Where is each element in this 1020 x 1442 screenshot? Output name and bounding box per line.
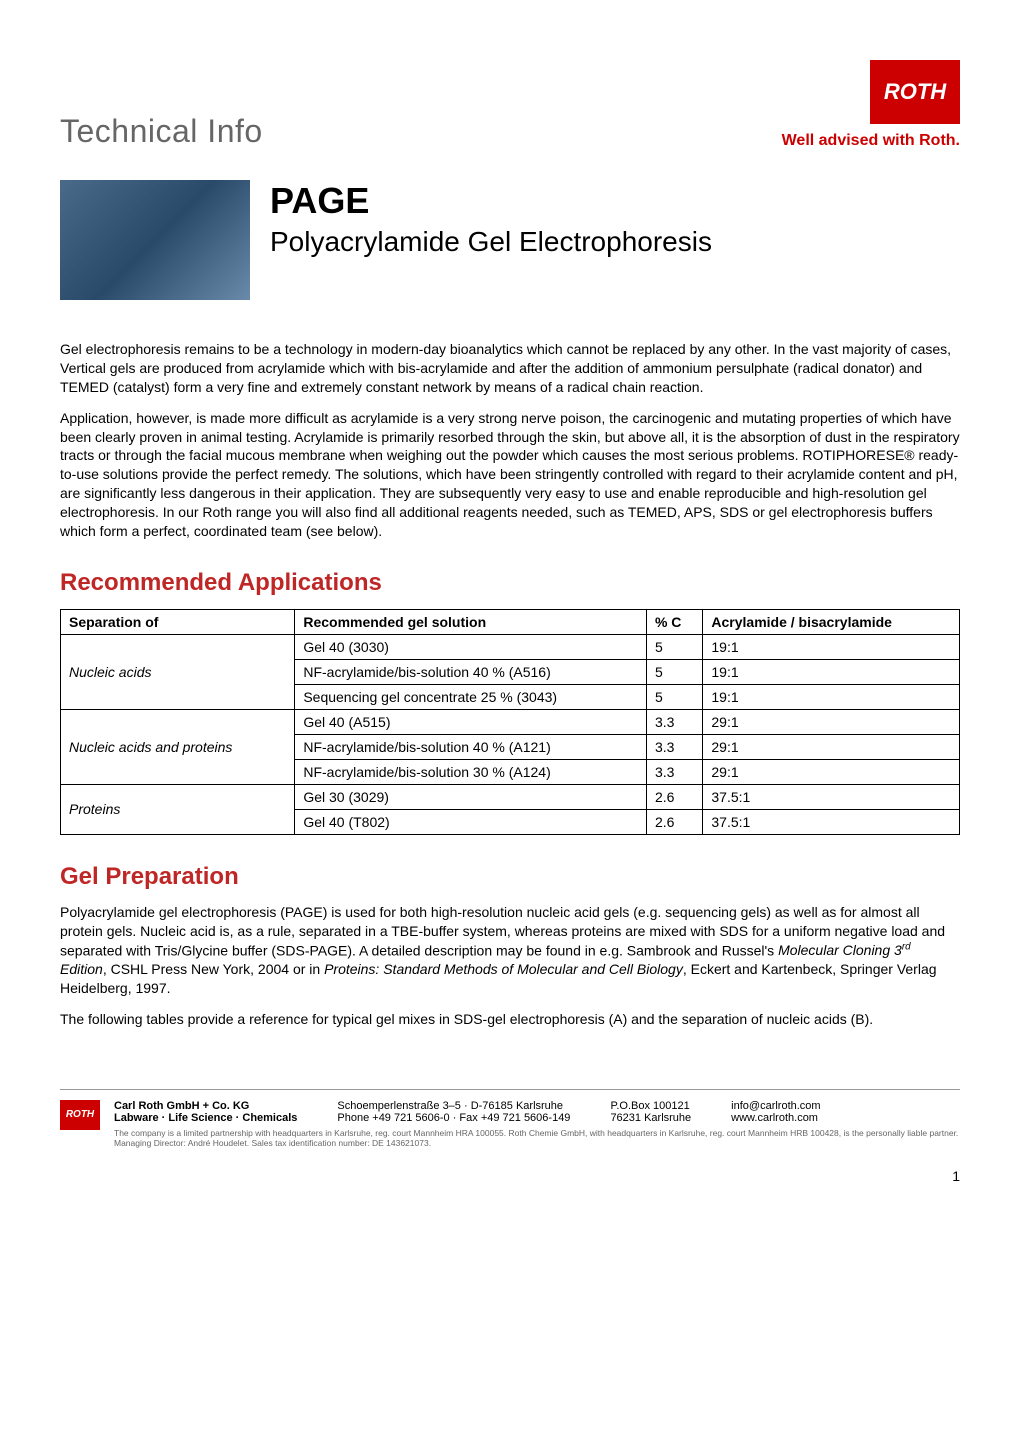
cell-pc: 2.6 [646,809,702,834]
cell-sol: NF-acrylamide/bis-solution 40 % (A516) [295,659,647,684]
footer-pobox: P.O.Box 100121 76231 Karlsruhe [610,1100,691,1124]
header: Technical Info ROTH Well advised with Ro… [60,60,960,150]
footer-address: Schoemperlenstraße 3–5 · D-76185 Karlsru… [337,1100,570,1124]
technical-info-label: Technical Info [60,113,263,150]
footer-company: Carl Roth GmbH + Co. KG Labware · Life S… [114,1100,297,1124]
footer-dept: Labware · Life Science · Chemicals [114,1112,297,1124]
logo-text: ROTH [884,79,946,105]
cell-pc: 3.3 [646,709,702,734]
footer-pobox-line: P.O.Box 100121 [610,1100,691,1112]
footer-phone: Phone +49 721 5606-0 · Fax +49 721 5606-… [337,1112,570,1124]
cell-sol: NF-acrylamide/bis-solution 30 % (A124) [295,759,647,784]
title-row: PAGE Polyacrylamide Gel Electrophoresis [60,180,960,300]
cell-pc: 2.6 [646,784,702,809]
cell-pc: 3.3 [646,734,702,759]
title-abbrev: PAGE [270,180,712,222]
footer-logo: ROTH [60,1100,100,1130]
footer: ROTH Carl Roth GmbH + Co. KG Labware · L… [60,1089,960,1148]
roth-logo: ROTH [870,60,960,124]
gelprep-p1-mid: , CSHL Press New York, 2004 or in [103,961,324,977]
row-group-label: Proteins [61,784,295,834]
recommended-table: Separation of Recommended gel solution %… [60,609,960,835]
cell-pc: 5 [646,684,702,709]
intro-p1: Gel electrophoresis remains to be a tech… [60,340,960,397]
table-row: Nucleic acidsGel 40 (3030)519:1 [61,634,960,659]
cell-ratio: 19:1 [703,659,960,684]
cell-sol: Gel 40 (T802) [295,809,647,834]
th-separation: Separation of [61,609,295,634]
cell-ratio: 29:1 [703,759,960,784]
cell-pc: 5 [646,634,702,659]
gelprep-p1-em2: Proteins: Standard Methods of Molecular … [324,961,683,977]
row-group-label: Nucleic acids and proteins [61,709,295,784]
tagline: Well advised with Roth. [782,132,960,150]
page-number: 1 [0,1168,1020,1204]
title-full: Polyacrylamide Gel Electrophoresis [270,226,712,258]
footer-columns: Carl Roth GmbH + Co. KG Labware · Life S… [114,1100,960,1124]
th-ratio: Acrylamide / bisacrylamide [703,609,960,634]
table-row: ProteinsGel 30 (3029)2.637.5:1 [61,784,960,809]
table-row: Nucleic acids and proteinsGel 40 (A515)3… [61,709,960,734]
cell-ratio: 19:1 [703,684,960,709]
cell-ratio: 37.5:1 [703,809,960,834]
footer-city: 76231 Karlsruhe [610,1112,691,1124]
gelprep-p1-em1: Molecular Cloning 3 [778,942,902,958]
cell-ratio: 29:1 [703,709,960,734]
footer-web: www.carlroth.com [731,1112,820,1124]
row-group-label: Nucleic acids [61,634,295,709]
footer-contact: info@carlroth.com www.carlroth.com [731,1100,820,1124]
cell-pc: 5 [646,659,702,684]
cell-sol: Sequencing gel concentrate 25 % (3043) [295,684,647,709]
title-image [60,180,250,300]
th-solution: Recommended gel solution [295,609,647,634]
section-gelprep: Gel Preparation [60,863,960,891]
cell-sol: Gel 40 (A515) [295,709,647,734]
cell-ratio: 19:1 [703,634,960,659]
cell-sol: NF-acrylamide/bis-solution 40 % (A121) [295,734,647,759]
footer-legal: The company is a limited partnership wit… [114,1128,960,1148]
section-recommended: Recommended Applications [60,569,960,597]
intro-p2: Application, however, is made more diffi… [60,409,960,541]
table-header-row: Separation of Recommended gel solution %… [61,609,960,634]
gelprep-p1: Polyacrylamide gel electrophoresis (PAGE… [60,903,960,998]
cell-ratio: 29:1 [703,734,960,759]
title-text: PAGE Polyacrylamide Gel Electrophoresis [270,180,712,258]
footer-company-name: Carl Roth GmbH + Co. KG [114,1100,297,1112]
logo-block: ROTH Well advised with Roth. [782,60,960,150]
cell-pc: 3.3 [646,759,702,784]
gelprep-p2: The following tables provide a reference… [60,1010,960,1029]
cell-sol: Gel 30 (3029) [295,784,647,809]
footer-email: info@carlroth.com [731,1100,820,1112]
footer-street: Schoemperlenstraße 3–5 · D-76185 Karlsru… [337,1100,570,1112]
cell-ratio: 37.5:1 [703,784,960,809]
cell-sol: Gel 40 (3030) [295,634,647,659]
th-pc: % C [646,609,702,634]
